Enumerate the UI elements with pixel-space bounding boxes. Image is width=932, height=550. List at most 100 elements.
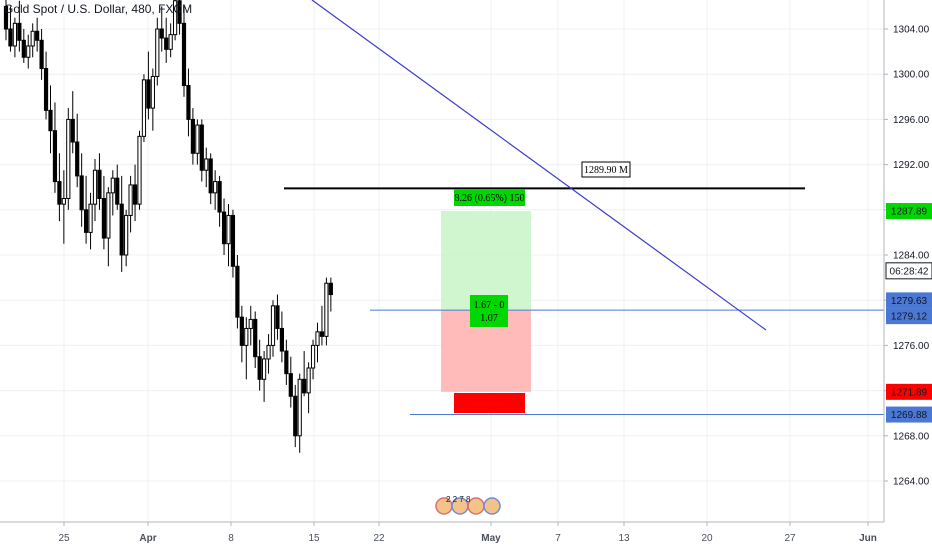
candle	[132, 164, 138, 222]
candle	[257, 339, 262, 391]
candle	[204, 147, 209, 188]
candle-body	[137, 135, 142, 205]
candle-body	[324, 282, 329, 337]
candle-body	[257, 356, 262, 380]
stop-box[interactable]	[454, 393, 525, 413]
price-badge-stop[interactable]	[886, 383, 932, 400]
price-tick-label: 1276.00	[893, 341, 930, 352]
candle	[266, 334, 271, 374]
candle	[115, 164, 120, 210]
candle-body	[70, 118, 75, 143]
candle	[302, 351, 307, 397]
candle	[155, 17, 160, 86]
candle-body	[199, 124, 204, 171]
candle	[61, 170, 66, 244]
candle	[137, 130, 142, 210]
candle-body	[221, 211, 227, 245]
events-markers[interactable]: 2 2 7 8	[434, 493, 514, 519]
candle	[324, 277, 329, 346]
candle-body	[275, 305, 280, 329]
trendline[interactable]	[311, 0, 767, 331]
candle-body	[57, 181, 62, 205]
candle-body	[66, 118, 71, 199]
candle-body	[21, 39, 26, 58]
candle-body	[168, 34, 173, 50]
candle-body	[306, 367, 311, 394]
candle	[150, 68, 155, 131]
price-badge-label-entry: 1279.12	[891, 312, 928, 323]
candle-body	[48, 109, 53, 132]
candle	[57, 153, 62, 222]
price-tick-label: 1264.00	[893, 477, 930, 488]
price-badge-label-stop: 1271.89	[891, 387, 928, 398]
price-badge-entry[interactable]	[886, 308, 932, 325]
candle-body	[17, 22, 22, 41]
candle-body	[239, 316, 244, 346]
candle	[186, 68, 191, 137]
time-tick-label: 8	[228, 533, 234, 544]
candle-body	[302, 378, 307, 394]
candle	[159, 6, 164, 52]
candle-body	[181, 22, 187, 87]
price-axis[interactable]: 1304.001300.001296.001292.001288.001284.…	[883, 0, 932, 550]
candle-body	[101, 198, 107, 239]
candle	[119, 175, 124, 272]
price-badge-label-support: 1269.88	[891, 410, 928, 421]
candle	[279, 311, 284, 363]
candle	[52, 102, 58, 193]
candle	[239, 305, 244, 363]
candle-body	[115, 177, 120, 205]
ratio-box[interactable]	[470, 295, 508, 327]
hline-label-box[interactable]	[581, 161, 631, 178]
target-box-label: 8.26 (0.65%) 150	[455, 193, 525, 204]
price-badge-last_price[interactable]	[886, 292, 932, 309]
candle	[275, 294, 280, 340]
price-badge-support[interactable]	[886, 406, 932, 423]
candle-body	[235, 265, 240, 318]
candle	[35, 17, 40, 52]
candle	[284, 339, 289, 385]
level-lines[interactable]	[284, 187, 884, 416]
price-badge-target[interactable]	[886, 203, 932, 220]
candle-body	[208, 158, 213, 194]
candle-body	[164, 37, 169, 50]
candle	[230, 209, 236, 278]
candle-body	[92, 169, 98, 205]
candle	[164, 17, 169, 63]
price-tick-label: 1292.00	[893, 160, 930, 171]
candle-body	[124, 214, 129, 256]
candle	[8, 6, 13, 52]
candle-body	[26, 45, 31, 58]
target-box[interactable]	[454, 189, 525, 206]
candle-body	[328, 282, 333, 296]
profit-zone[interactable]	[441, 211, 531, 311]
price-badge-label-last_price: 1279.63	[891, 296, 928, 307]
candle	[48, 85, 53, 154]
time-tick-label: Jun	[859, 533, 877, 544]
candle-body	[88, 203, 93, 233]
candle-body	[97, 169, 102, 199]
candle-body	[204, 158, 209, 171]
candle-body	[177, 0, 182, 24]
candle	[221, 198, 227, 255]
candle	[84, 175, 89, 244]
event-flag-icon[interactable]	[483, 497, 501, 515]
candle-body	[244, 327, 249, 346]
candle	[70, 91, 75, 154]
candle-body	[226, 214, 231, 245]
candle	[306, 362, 311, 414]
candle-body	[35, 30, 40, 41]
drawings[interactable]: 1289.90 M 8.26 (0.65%) 150 1.67 - 0 1.07	[311, 0, 767, 413]
candle	[75, 113, 80, 188]
candle	[181, 6, 187, 97]
events-count-label: 2 2 7 8	[446, 495, 471, 504]
time-tick-label: 27	[784, 533, 796, 544]
price-badge-countdown[interactable]	[885, 262, 932, 280]
candle-body	[186, 85, 191, 120]
candle-body	[293, 395, 298, 437]
candle-body	[141, 79, 147, 137]
time-axis[interactable]: 25 Apr 8 15 22 May 7 13 20 27 Jun	[0, 521, 884, 550]
candle	[3, 0, 9, 41]
candle-body	[297, 378, 302, 437]
